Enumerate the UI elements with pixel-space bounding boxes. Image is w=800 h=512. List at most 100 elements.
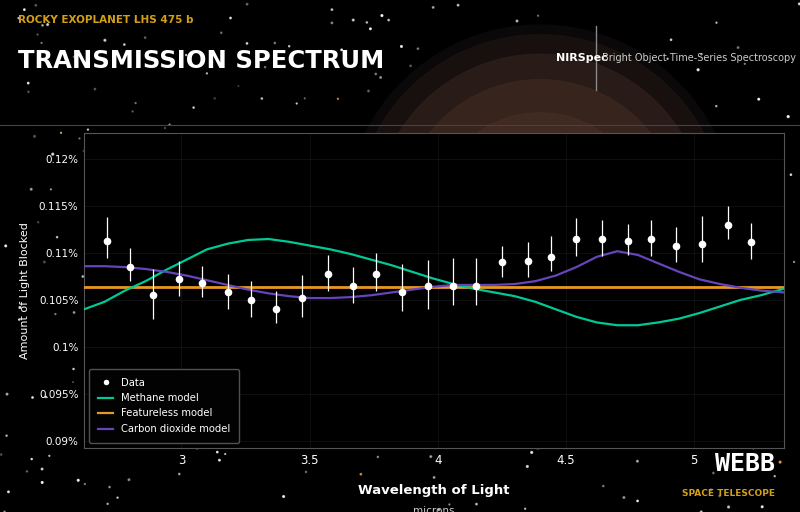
Point [618, 494, 630, 502]
Point [126, 273, 139, 281]
Point [38, 258, 50, 266]
Methane model [79, 306, 89, 312]
Point [253, 369, 266, 377]
Point [756, 503, 769, 511]
Point [414, 260, 426, 268]
Methane model [305, 243, 314, 249]
Point [738, 232, 751, 240]
Point [458, 190, 471, 199]
Point [300, 468, 313, 476]
Point [533, 384, 546, 392]
Point [521, 462, 534, 471]
Point [286, 333, 299, 341]
Point [283, 254, 296, 263]
Point [561, 69, 574, 77]
Methane model [100, 298, 110, 305]
Y-axis label: Amount of Light Blocked: Amount of Light Blocked [21, 222, 30, 359]
Point [279, 379, 292, 387]
Point [313, 381, 326, 390]
Circle shape [433, 113, 647, 327]
Point [586, 106, 599, 114]
Carbon dioxide model [592, 254, 602, 260]
Point [255, 94, 268, 102]
Carbon dioxide model [346, 294, 355, 300]
Point [152, 378, 165, 386]
Point [710, 102, 722, 110]
Carbon dioxide model [551, 272, 561, 279]
Point [111, 296, 124, 305]
Point [241, 39, 254, 48]
Point [568, 430, 581, 438]
Point [100, 367, 113, 375]
Point [102, 500, 114, 508]
Point [130, 99, 142, 107]
Point [665, 36, 678, 44]
Point [334, 380, 346, 388]
Point [178, 320, 190, 328]
Point [173, 470, 186, 478]
Point [661, 55, 674, 63]
Point [782, 113, 794, 121]
Text: NIRSpec: NIRSpec [556, 53, 608, 62]
Point [122, 241, 134, 249]
Methane model [469, 286, 478, 292]
Point [25, 185, 38, 194]
Point [382, 412, 395, 420]
Point [468, 364, 481, 372]
Point [628, 303, 641, 311]
Point [614, 294, 626, 303]
Methane model [715, 304, 725, 310]
Point [122, 377, 134, 386]
Methane model [141, 278, 150, 284]
Point [754, 272, 766, 281]
Point [666, 177, 679, 185]
Point [296, 319, 309, 328]
Methane model [694, 310, 704, 316]
Line: Methane model: Methane model [84, 239, 784, 325]
Point [469, 313, 482, 322]
Carbon dioxide model [736, 285, 746, 291]
Point [233, 216, 246, 224]
Point [35, 39, 48, 47]
Point [375, 293, 388, 302]
Point [426, 3, 439, 11]
Point [263, 358, 276, 367]
Point [640, 209, 653, 217]
Point [187, 264, 200, 272]
Point [703, 380, 716, 389]
Point [672, 172, 685, 180]
Point [361, 367, 374, 375]
Point [594, 32, 606, 40]
Point [224, 285, 237, 293]
Point [400, 333, 413, 341]
Carbon dioxide model [284, 293, 294, 299]
Point [519, 306, 532, 314]
Point [163, 120, 176, 129]
Point [118, 40, 130, 49]
Methane model [243, 237, 253, 243]
Point [413, 393, 426, 401]
Circle shape [399, 79, 680, 360]
Point [336, 403, 349, 412]
Point [363, 301, 376, 309]
Carbon dioxide model [530, 278, 540, 284]
Point [298, 94, 311, 102]
Point [689, 151, 702, 159]
Point [671, 278, 684, 286]
Point [30, 1, 42, 9]
Point [695, 508, 708, 512]
Carbon dioxide model [571, 264, 581, 270]
Point [291, 267, 304, 275]
Point [362, 87, 375, 95]
Point [361, 18, 374, 27]
Methane model [120, 288, 130, 294]
Point [258, 63, 271, 71]
Point [328, 165, 341, 174]
Carbon dioxide model [469, 282, 478, 288]
Point [290, 143, 302, 152]
Point [432, 506, 445, 512]
Point [534, 317, 546, 326]
Point [352, 198, 365, 206]
Point [587, 36, 600, 44]
Methane model [326, 246, 335, 252]
